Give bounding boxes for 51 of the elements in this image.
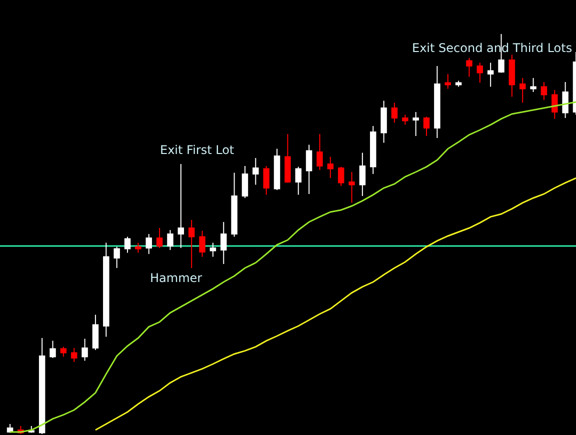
annotation: Hammer [150, 271, 202, 285]
candlestick [562, 82, 568, 118]
candlestick [391, 102, 398, 124]
candlestick [540, 82, 548, 100]
candlestick [338, 166, 344, 186]
candlestick [50, 340, 56, 358]
candlestick [284, 134, 291, 184]
candlestick [552, 90, 558, 120]
candlestick [124, 236, 131, 254]
candlestick [146, 234, 152, 254]
candlestick [434, 66, 440, 138]
candlestick [38, 338, 46, 434]
candlestick [455, 80, 462, 88]
candlestick [423, 116, 430, 136]
candlestick [231, 172, 238, 238]
candlestick [508, 54, 516, 98]
candlestick [252, 158, 259, 186]
candlestick [274, 148, 280, 190]
candlestick [402, 114, 408, 126]
candlestick [412, 112, 419, 136]
candlestick [60, 346, 67, 358]
candlestick [188, 220, 195, 268]
candlestick [476, 62, 484, 84]
candlestick [242, 166, 248, 198]
candlestick [103, 242, 110, 338]
candlestick [487, 62, 494, 88]
candlestick [444, 74, 451, 90]
candlestick [306, 144, 312, 194]
candlestick [82, 338, 88, 362]
candlestick [380, 100, 387, 144]
candlestick [530, 78, 536, 92]
candlestick [210, 242, 216, 258]
candlestick [135, 242, 142, 254]
candlestick [167, 230, 174, 250]
annotation: Exit First Lot [160, 143, 234, 157]
candlestick [178, 164, 184, 248]
candlestick [220, 222, 227, 264]
candlestick [295, 166, 302, 196]
candlestick [370, 126, 376, 174]
candlestick [92, 314, 99, 350]
candlestick [114, 246, 120, 268]
candlestick [327, 156, 334, 178]
candlestick [263, 166, 270, 196]
candlestick [519, 78, 526, 104]
candlestick [156, 228, 163, 248]
candlestick [70, 348, 78, 362]
candlestick [359, 152, 366, 196]
candlestick [348, 172, 355, 204]
candlestick [466, 58, 472, 78]
candlestick [199, 230, 206, 258]
candlestick [316, 134, 323, 170]
